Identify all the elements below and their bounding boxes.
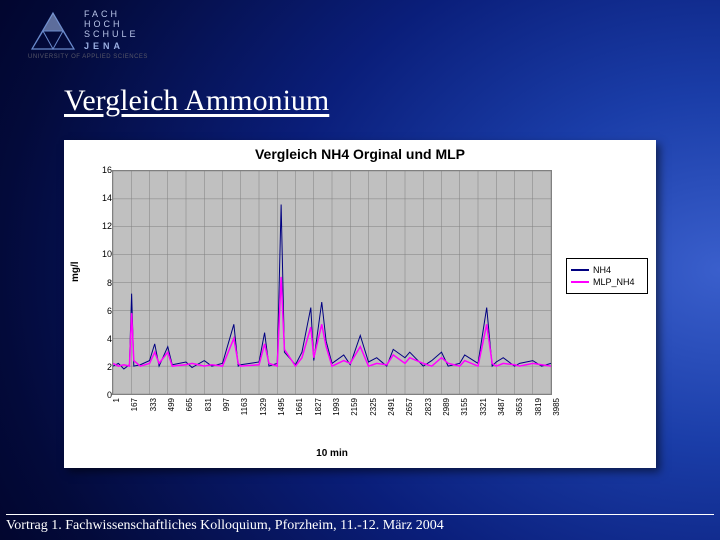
x-tick: 665 [185, 398, 194, 411]
x-tick: 2657 [405, 398, 414, 416]
x-tick: 2491 [387, 398, 396, 416]
x-tick: 1495 [277, 398, 286, 416]
x-axis-label: 10 min [112, 448, 552, 459]
x-tick: 1661 [295, 398, 304, 416]
x-tick: 3487 [497, 398, 506, 416]
plot-svg [113, 171, 551, 394]
logo-subtitle: UNIVERSITY OF APPLIED SCIENCES [28, 54, 148, 60]
legend-swatch [571, 269, 589, 271]
logo-line4: JENA [84, 42, 139, 52]
legend-swatch [571, 281, 589, 283]
x-tick: 3653 [515, 398, 524, 416]
y-tick: 16 [102, 165, 112, 175]
x-tick: 333 [149, 398, 158, 411]
x-tick: 3155 [460, 398, 469, 416]
plot-area [112, 170, 552, 395]
legend-row: MLP_NH4 [571, 277, 643, 287]
y-axis-label: mg/l [70, 261, 81, 282]
logo-triangle-icon [30, 11, 76, 51]
chart-container: Vergleich NH4 Orginal und MLP mg/l 02468… [64, 140, 656, 468]
y-tick: 14 [102, 193, 112, 203]
slide-title: Vergleich Ammonium [64, 84, 329, 118]
institution-logo: FACH HOCH SCHULE JENA [30, 10, 139, 52]
x-tick: 2823 [424, 398, 433, 416]
x-tick: 3985 [552, 398, 561, 416]
legend-label: NH4 [593, 265, 611, 275]
logo-line3: SCHULE [84, 30, 139, 40]
y-tick: 10 [102, 249, 112, 259]
x-axis: 1 167 333 499 665 831 997 1163 1329 1495 1661 1827 1… [112, 396, 552, 446]
x-tick: 1827 [314, 398, 323, 416]
x-tick: 2989 [442, 398, 451, 416]
footer-text: Vortrag 1. Fachwissenschaftliches Kolloq… [6, 514, 714, 534]
legend-label: MLP_NH4 [593, 277, 635, 287]
x-tick: 2159 [350, 398, 359, 416]
x-tick: 3321 [479, 398, 488, 416]
x-tick: 1329 [259, 398, 268, 416]
legend-row: NH4 [571, 265, 643, 275]
x-tick: 499 [167, 398, 176, 411]
logo-text: FACH HOCH SCHULE JENA [84, 10, 139, 52]
chart-title: Vergleich NH4 Orginal und MLP [64, 146, 656, 162]
x-tick: 2325 [369, 398, 378, 416]
chart-legend: NH4 MLP_NH4 [566, 258, 648, 294]
x-tick: 167 [130, 398, 139, 411]
x-tick: 997 [222, 398, 231, 411]
x-tick: 1993 [332, 398, 341, 416]
x-tick: 831 [204, 398, 213, 411]
x-tick: 1163 [240, 398, 249, 415]
x-tick: 1 [112, 398, 121, 402]
x-tick: 3819 [534, 398, 543, 416]
y-tick: 12 [102, 221, 112, 231]
y-axis: 0246810121416 [84, 170, 112, 395]
